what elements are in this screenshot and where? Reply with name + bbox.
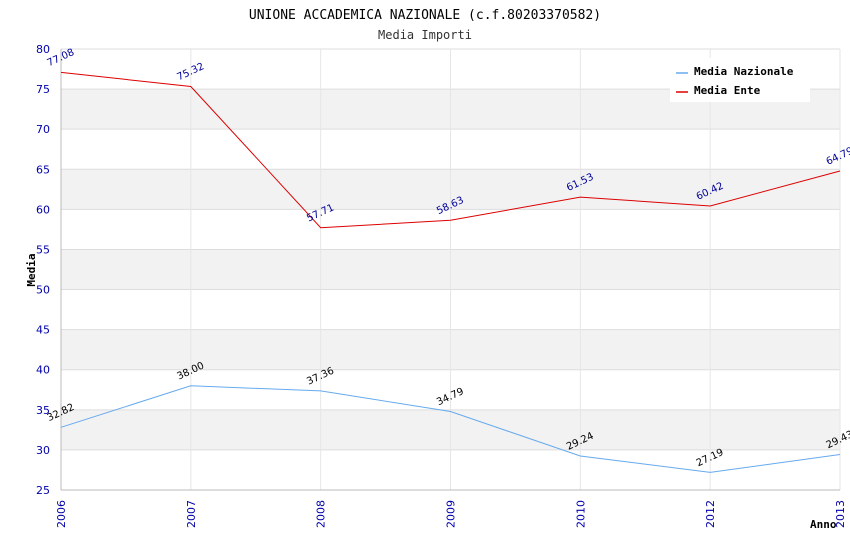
y-tick-label: 50 [36,284,50,297]
grid-lines [60,48,841,491]
y-tick-label: 60 [36,203,50,216]
series-line-media-ente [60,71,841,229]
y-tick-label: 25 [36,484,50,497]
chart-subtitle: Media Importi [378,28,472,42]
legend-box [670,58,810,102]
series-line-media-nazionale [60,385,841,473]
series-lines [60,71,841,473]
x-axis-label: Anno [810,518,837,531]
y-axis-label: Media [25,253,38,286]
y-tick-label: 55 [36,243,50,256]
y-axis-ticks: 25 30 35 40 45 50 55 60 65 70 75 80 [36,43,50,497]
x-tick-label: 2008 [315,500,328,528]
chart-title: UNIONE ACCADEMICA NAZIONALE (c.f.8020337… [249,8,601,23]
y-tick-label: 40 [36,364,50,377]
x-tick-label: 2009 [445,500,458,528]
legend-label-ente: Media Ente [694,84,761,97]
x-axis-ticks: 2006 2007 2008 2009 2010 2012 2013 [55,500,847,528]
y-tick-label: 80 [36,43,50,56]
x-tick-label: 2007 [185,500,198,528]
x-tick-label: 2013 [834,500,847,528]
legend-label-nazionale: Media Nazionale [694,65,794,78]
y-tick-label: 70 [36,123,50,136]
y-tick-label: 75 [36,83,50,96]
y-tick-label: 35 [36,404,50,417]
data-label: 64.79 [825,146,850,168]
x-tick-label: 2012 [704,500,717,528]
y-tick-label: 65 [36,163,50,176]
axes [60,49,840,491]
x-tick-label: 2010 [574,500,587,528]
x-tick-label: 2006 [55,500,68,528]
y-tick-label: 45 [36,324,50,337]
y-tick-label: 30 [36,444,50,457]
legend: Media Nazionale Media Ente [670,58,810,102]
